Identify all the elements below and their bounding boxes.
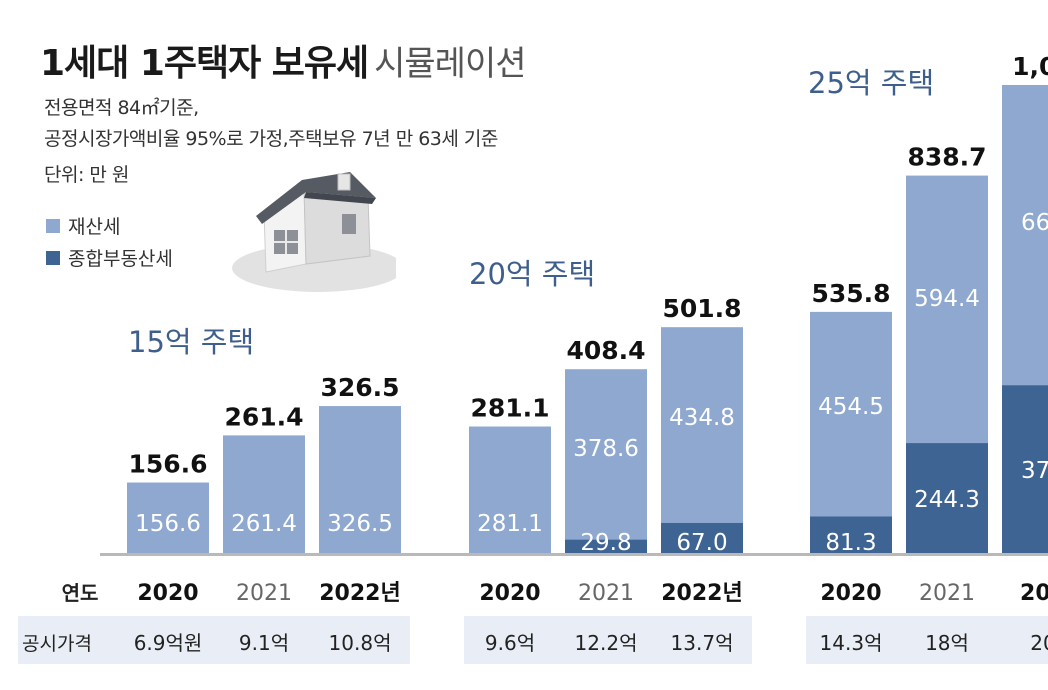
price-label: 20 xyxy=(1030,631,1048,655)
note-area-basis: 전용면적 84㎡기준, xyxy=(44,97,199,119)
price-label: 18억 xyxy=(925,631,969,655)
price-row-band xyxy=(18,616,410,664)
chart-title-main: 1세대 1주택자 보유세 xyxy=(40,43,369,84)
bar-property-label: 594.4 xyxy=(914,286,980,312)
bar-comprehensive-label: 244.3 xyxy=(914,487,980,513)
note-assumption: 공정시장가액비율 95%로 가정,주택보유 7년 만 63세 기준 xyxy=(44,128,498,150)
bar-segment-comprehensive-tax xyxy=(565,539,647,553)
bar-segment-property-tax xyxy=(661,327,743,523)
year-label: 202 xyxy=(1020,581,1048,606)
bar-total-label: 281.1 xyxy=(470,394,549,423)
year-label: 2022년 xyxy=(661,581,742,606)
bar-total-label: 535.8 xyxy=(811,279,890,308)
bar-segment-property-tax xyxy=(565,369,647,540)
bar-segment-comprehensive-tax xyxy=(906,443,988,553)
bar-segment-property-tax xyxy=(469,426,551,553)
bar-property-label: 667 xyxy=(1021,210,1048,236)
bar-total-label: 408.4 xyxy=(566,336,645,365)
price-label: 9.1억 xyxy=(239,631,289,655)
legend-swatch-comprehensive-tax xyxy=(46,250,60,265)
price-label: 12.2억 xyxy=(575,631,638,655)
note-unit: 단위: 만 원 xyxy=(44,164,129,186)
bar-total-label: 1,04 xyxy=(1012,52,1048,81)
legend-item-property-tax: 재산세 xyxy=(46,212,120,239)
price-label: 13.7억 xyxy=(671,631,734,655)
bar-property-label: 281.1 xyxy=(477,511,543,537)
bar-comprehensive-label: 81.3 xyxy=(825,530,876,556)
bar-property-label: 156.6 xyxy=(135,511,201,537)
year-label: 2020 xyxy=(137,581,198,606)
price-label: 6.9억원 xyxy=(134,631,203,655)
year-label: 2022년 xyxy=(319,581,400,606)
year-label: 2020 xyxy=(820,581,881,606)
bar-segment-property-tax xyxy=(810,311,892,517)
legend-label-comprehensive-tax: 종합부동산세 xyxy=(68,248,173,270)
bar-segment-property-tax xyxy=(223,435,305,553)
price-row-band xyxy=(464,616,752,664)
legend-swatch-property-tax xyxy=(46,218,60,233)
price-row-band xyxy=(806,616,1048,664)
bar-segment-property-tax xyxy=(127,482,209,553)
group-title: 15억 주택 xyxy=(128,325,254,359)
bar-total-label: 501.8 xyxy=(662,294,741,323)
year-row-label: 연도 xyxy=(62,581,99,605)
group-title: 25억 주택 xyxy=(808,66,934,100)
bar-comprehensive-label: 67.0 xyxy=(676,530,727,556)
bar-comprehensive-label: 373 xyxy=(1021,458,1048,484)
bar-segment-property-tax xyxy=(1002,85,1048,386)
bar-total-label: 326.5 xyxy=(320,373,399,402)
bar-segment-comprehensive-tax xyxy=(661,522,743,553)
price-label: 14.3억 xyxy=(820,631,883,655)
year-label: 2021 xyxy=(919,581,975,606)
bar-total-label: 838.7 xyxy=(907,143,986,172)
bar-segment-comprehensive-tax xyxy=(810,516,892,553)
legend-item-comprehensive-tax: 종합부동산세 xyxy=(46,244,173,271)
year-label: 2021 xyxy=(578,581,634,606)
bar-segment-property-tax xyxy=(906,175,988,444)
bar-segment-property-tax xyxy=(319,406,401,553)
bar-property-label: 326.5 xyxy=(327,511,393,537)
group-title: 20억 주택 xyxy=(469,257,595,291)
bar-property-label: 261.4 xyxy=(231,511,297,537)
chart-title-sub: 시뮬레이션 xyxy=(374,44,526,84)
bar-property-label: 434.8 xyxy=(669,405,735,431)
price-label: 9.6억 xyxy=(485,631,535,655)
year-label: 2020 xyxy=(479,581,540,606)
year-label: 2021 xyxy=(236,581,292,606)
bar-total-label: 261.4 xyxy=(224,402,303,431)
price-row-label: 공시가격 xyxy=(22,633,92,655)
price-label: 10.8억 xyxy=(329,631,392,655)
bar-property-label: 454.5 xyxy=(818,394,884,420)
chart-title: 1세대 1주택자 보유세 시뮬레이션 xyxy=(40,34,527,86)
bar-segment-comprehensive-tax xyxy=(1002,385,1048,553)
bar-property-label: 378.6 xyxy=(573,436,639,462)
bar-comprehensive-label: 29.8 xyxy=(580,530,631,556)
bar-total-label: 156.6 xyxy=(128,450,207,479)
baseline xyxy=(100,553,1048,556)
legend-label-property-tax: 재산세 xyxy=(68,216,121,238)
house-icon xyxy=(232,172,396,292)
